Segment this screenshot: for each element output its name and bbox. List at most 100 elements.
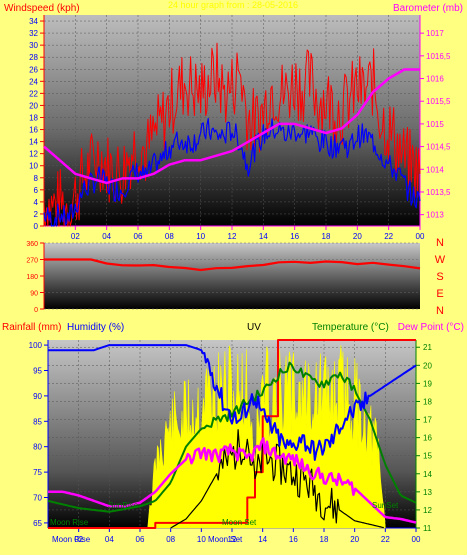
wind-left-tick-label: 14 <box>29 138 38 147</box>
compass-w: W <box>435 254 446 266</box>
moonrise-marker-label: Moon Rise <box>50 518 89 527</box>
wind-left-tick-label: 20 <box>29 101 38 110</box>
direction-tick-label: 180 <box>26 274 38 281</box>
env-x-tick-label: 08 <box>166 535 175 544</box>
compass-n-top: N <box>436 237 444 249</box>
environment-series <box>47 339 417 529</box>
wind-panel: Windspeed (kph) 24 hour graph from : 28-… <box>4 0 463 241</box>
barometer-tick-label: 1017 <box>426 29 444 38</box>
wind-left-tick-label: 18 <box>29 113 38 122</box>
humidity-title: Humidity (%) <box>67 322 124 333</box>
sunrise-marker-label: SunRise <box>108 501 139 510</box>
barometer-title: Barometer (mb) <box>393 3 463 14</box>
direction-series <box>44 258 421 272</box>
compass-n-bottom: N <box>436 305 444 317</box>
windspeed-line <box>43 42 421 227</box>
wind-x-tick-label: 12 <box>228 232 237 241</box>
temperature-tick-label: 19 <box>423 379 432 388</box>
wind-x-tick-label: 20 <box>353 232 362 241</box>
wind-x-tick-label: 10 <box>196 232 205 241</box>
temperature-tick-label: 16 <box>423 434 432 443</box>
wind-left-tick-label: 22 <box>29 89 38 98</box>
humidity-tick-label: 65 <box>33 519 42 528</box>
temperature-line <box>47 361 417 513</box>
wind-x-axis: 02 04 06 08 10 12 14 16 18 20 22 00 <box>44 225 425 241</box>
temperature-right-axis: 11 12 13 14 15 16 17 18 19 20 21 <box>415 340 432 533</box>
wind-x-tick-label: 06 <box>134 232 143 241</box>
env-x-tick-label: 06 <box>136 535 145 544</box>
temperature-tick-label: 20 <box>423 361 432 370</box>
rainfall-title: Rainfall (mm) <box>2 322 61 333</box>
compass-s: S <box>436 271 443 283</box>
humidity-tick-label: 70 <box>33 494 42 503</box>
barometer-line <box>43 68 420 185</box>
barometer-tick-label: 1015,5 <box>426 97 451 106</box>
temperature-tick-label: 12 <box>423 506 432 515</box>
solar-line <box>170 429 384 529</box>
wind-x-tick-label: 22 <box>384 232 393 241</box>
moonrise-axis-label: Moon Rise <box>52 535 91 544</box>
temperature-tick-label: 18 <box>423 397 432 406</box>
humidity-tick-label: 100 <box>29 341 43 350</box>
direction-panel: 0 90 180 270 360 N W S E N <box>26 237 445 317</box>
wind-x-tick-label: 02 <box>71 232 80 241</box>
barometer-tick-label: 1014 <box>426 165 444 174</box>
wind-left-tick-label: 4 <box>34 198 39 207</box>
env-x-tick-label: 16 <box>289 535 298 544</box>
humidity-tick-label: 95 <box>33 366 42 375</box>
rainfall-line <box>48 339 416 529</box>
dewpoint-title: Dew Point (°C) <box>398 322 464 333</box>
wind-x-tick-label: 08 <box>165 232 174 241</box>
wind-direction-line <box>44 258 421 272</box>
barometer-tick-label: 1016 <box>426 75 444 84</box>
wind-left-tick-label: 10 <box>29 162 38 171</box>
temperature-tick-label: 13 <box>423 488 432 497</box>
humidity-tick-label: 80 <box>33 443 42 452</box>
wind-left-tick-label: 16 <box>29 126 38 135</box>
humidity-tick-label: 75 <box>33 468 42 477</box>
direction-tick-label: 90 <box>30 291 38 298</box>
barometer-right-axis: 1013 1013,5 1014 1014,5 1015 1015,5 1016 1016,5… <box>419 15 451 226</box>
compass-e: E <box>436 288 443 300</box>
env-x-tick-label: 22 <box>381 535 390 544</box>
env-x-tick-label: 00 <box>412 535 421 544</box>
wind-left-tick-label: 0 <box>34 222 39 231</box>
barometer-tick-label: 1015 <box>426 120 444 129</box>
humidity-tick-label: 90 <box>33 392 42 401</box>
sunset-marker-label: SunSet <box>372 501 399 510</box>
wind-left-tick-label: 30 <box>29 41 38 50</box>
env-x-tick-label: 02 <box>74 535 83 544</box>
temperature-tick-label: 14 <box>423 470 432 479</box>
wind-x-tick-label: 18 <box>322 232 331 241</box>
env-x-tick-label: 14 <box>258 535 267 544</box>
wind-left-tick-label: 6 <box>34 186 39 195</box>
env-x-tick-label: 18 <box>320 535 329 544</box>
dewpoint-line <box>48 437 417 524</box>
humidity-tick-label: 85 <box>33 417 42 426</box>
wind-x-tick-label: 14 <box>259 232 268 241</box>
wind-grid <box>44 15 421 227</box>
wind-series <box>43 42 421 227</box>
direction-tick-label: 360 <box>26 241 38 248</box>
wind-left-tick-label: 24 <box>29 77 38 86</box>
wind-left-tick-label: 28 <box>29 53 38 62</box>
env-x-tick-label: 20 <box>350 535 359 544</box>
wind-left-tick-label: 8 <box>34 174 39 183</box>
environment-panel: Rainfall (mm) Humidity (%) UV Temperatur… <box>2 322 464 544</box>
temperature-title: Temperature (°C) <box>312 322 389 333</box>
direction-left-axis: 0 90 180 270 360 <box>26 241 45 314</box>
humidity-line <box>48 344 417 461</box>
wind-left-tick-label: 12 <box>29 150 38 159</box>
wind-x-tick-label: 16 <box>290 232 299 241</box>
gust-line <box>43 118 421 227</box>
chart-date-title: 24 hour graph from : 28-05-2016 <box>168 0 298 10</box>
barometer-tick-label: 1013 <box>426 211 444 220</box>
humidity-left-axis: 65 70 75 80 85 90 95 100 <box>29 340 49 528</box>
wind-title: Windspeed (kph) <box>4 3 80 14</box>
temperature-tick-label: 17 <box>423 416 432 425</box>
env-x-tick-label: 04 <box>105 535 114 544</box>
env-x-tick-label: 10 <box>197 535 206 544</box>
moonset-axis-label: Moon Set <box>208 535 243 544</box>
barometer-tick-label: 1014,5 <box>426 143 451 152</box>
